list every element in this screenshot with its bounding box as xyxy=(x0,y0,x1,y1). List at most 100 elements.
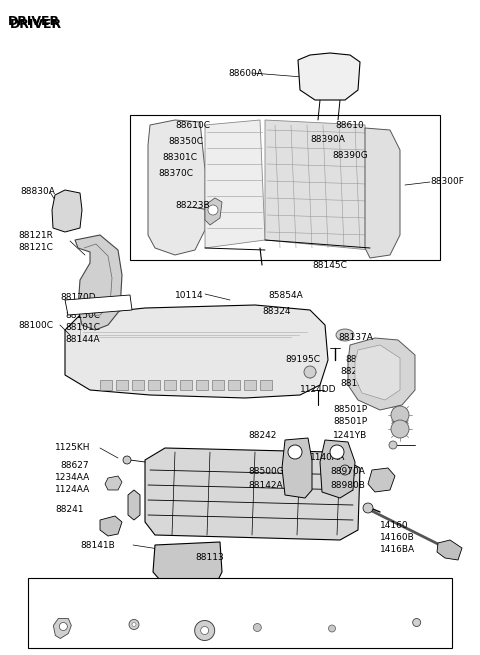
Text: DRIVER: DRIVER xyxy=(8,15,60,28)
Polygon shape xyxy=(153,542,222,582)
Bar xyxy=(196,380,208,390)
Text: 88600A: 88600A xyxy=(228,69,263,77)
Text: 88223B: 88223B xyxy=(175,200,210,210)
Bar xyxy=(180,380,192,390)
Text: 88390G: 88390G xyxy=(332,151,368,160)
Text: 1234AA: 1234AA xyxy=(55,474,90,483)
Bar xyxy=(132,380,144,390)
Polygon shape xyxy=(105,476,122,490)
Text: 88500G: 88500G xyxy=(248,468,284,476)
Bar xyxy=(148,380,160,390)
Circle shape xyxy=(391,406,409,424)
Text: 88627: 88627 xyxy=(60,460,89,470)
Bar xyxy=(130,115,440,260)
Text: 1416BA: 1416BA xyxy=(380,544,415,553)
Text: 88980B: 88980B xyxy=(330,481,365,489)
Text: 88124C: 88124C xyxy=(340,379,375,388)
Circle shape xyxy=(288,445,302,459)
Bar xyxy=(260,380,272,390)
Circle shape xyxy=(328,625,336,632)
Text: 88150C: 88150C xyxy=(65,310,100,320)
Polygon shape xyxy=(128,490,140,520)
Text: 88610C: 88610C xyxy=(175,121,210,130)
Text: 88141B: 88141B xyxy=(80,540,115,550)
Circle shape xyxy=(413,618,420,626)
Polygon shape xyxy=(65,305,328,398)
Text: 88101C: 88101C xyxy=(65,324,100,333)
Text: 88242: 88242 xyxy=(248,430,276,440)
Polygon shape xyxy=(100,516,122,536)
Circle shape xyxy=(123,456,131,464)
Text: 1125KH: 1125KH xyxy=(55,443,91,453)
Polygon shape xyxy=(53,618,72,639)
Polygon shape xyxy=(355,345,400,400)
Text: 14160B: 14160B xyxy=(380,533,415,542)
Text: 88222B: 88222B xyxy=(340,367,374,377)
Text: 88113: 88113 xyxy=(195,553,224,563)
Circle shape xyxy=(330,445,344,459)
Text: 88144A: 88144A xyxy=(65,335,100,345)
Text: 1241YB: 1241YB xyxy=(333,430,367,440)
Text: 88100C: 88100C xyxy=(18,320,53,329)
Polygon shape xyxy=(368,468,395,492)
Text: 1140AA: 1140AA xyxy=(310,453,346,462)
Text: 88301C: 88301C xyxy=(162,153,197,162)
Polygon shape xyxy=(348,338,415,410)
Circle shape xyxy=(201,626,209,635)
Polygon shape xyxy=(437,540,462,560)
Polygon shape xyxy=(320,440,355,498)
Text: 88350C: 88350C xyxy=(168,138,203,147)
Circle shape xyxy=(389,441,397,449)
Polygon shape xyxy=(148,120,205,255)
Circle shape xyxy=(60,622,67,631)
Text: 88170D: 88170D xyxy=(60,293,96,303)
Circle shape xyxy=(391,420,409,438)
Text: 1231DE: 1231DE xyxy=(399,591,434,600)
Polygon shape xyxy=(145,448,360,540)
Text: 88390A: 88390A xyxy=(310,136,345,145)
Circle shape xyxy=(132,622,136,626)
Polygon shape xyxy=(298,53,360,100)
Bar xyxy=(100,380,112,390)
Bar xyxy=(116,380,128,390)
Circle shape xyxy=(253,624,261,631)
Polygon shape xyxy=(205,198,222,225)
Text: 1799JC: 1799JC xyxy=(259,591,291,600)
Polygon shape xyxy=(282,438,312,498)
Polygon shape xyxy=(365,128,400,258)
Text: 88370C: 88370C xyxy=(158,168,193,178)
Text: DRIVER: DRIVER xyxy=(10,18,62,31)
Text: 88121R: 88121R xyxy=(18,231,53,240)
Text: 88324: 88324 xyxy=(262,307,290,316)
Circle shape xyxy=(129,620,139,629)
Text: 88501P: 88501P xyxy=(333,417,367,426)
Polygon shape xyxy=(65,295,132,315)
Bar xyxy=(244,380,256,390)
Polygon shape xyxy=(205,120,265,248)
Bar xyxy=(228,380,240,390)
Text: 1124DD: 1124DD xyxy=(300,386,336,394)
Circle shape xyxy=(363,503,373,513)
Text: 88970A: 88970A xyxy=(330,468,365,476)
Text: 1339CC: 1339CC xyxy=(187,591,222,600)
Text: 88142A: 88142A xyxy=(248,481,283,489)
Text: 88145C: 88145C xyxy=(312,261,347,269)
Text: 88121C: 88121C xyxy=(18,242,53,252)
Polygon shape xyxy=(265,120,370,250)
Polygon shape xyxy=(75,235,122,330)
Text: 88610: 88610 xyxy=(335,121,364,130)
Bar xyxy=(212,380,224,390)
Text: 1124AA: 1124AA xyxy=(55,485,90,495)
Text: 1140KX: 1140KX xyxy=(117,591,151,600)
Polygon shape xyxy=(52,190,82,232)
Text: 14160: 14160 xyxy=(380,521,408,529)
Text: 85854A: 85854A xyxy=(268,291,303,299)
Ellipse shape xyxy=(336,329,354,341)
Circle shape xyxy=(340,465,350,475)
Text: 89777A: 89777A xyxy=(46,591,81,600)
Text: 88241: 88241 xyxy=(55,506,84,514)
Circle shape xyxy=(195,620,215,641)
Text: 89195C: 89195C xyxy=(285,356,320,364)
Text: 88830A: 88830A xyxy=(20,187,55,196)
Text: 88300F: 88300F xyxy=(430,178,464,187)
